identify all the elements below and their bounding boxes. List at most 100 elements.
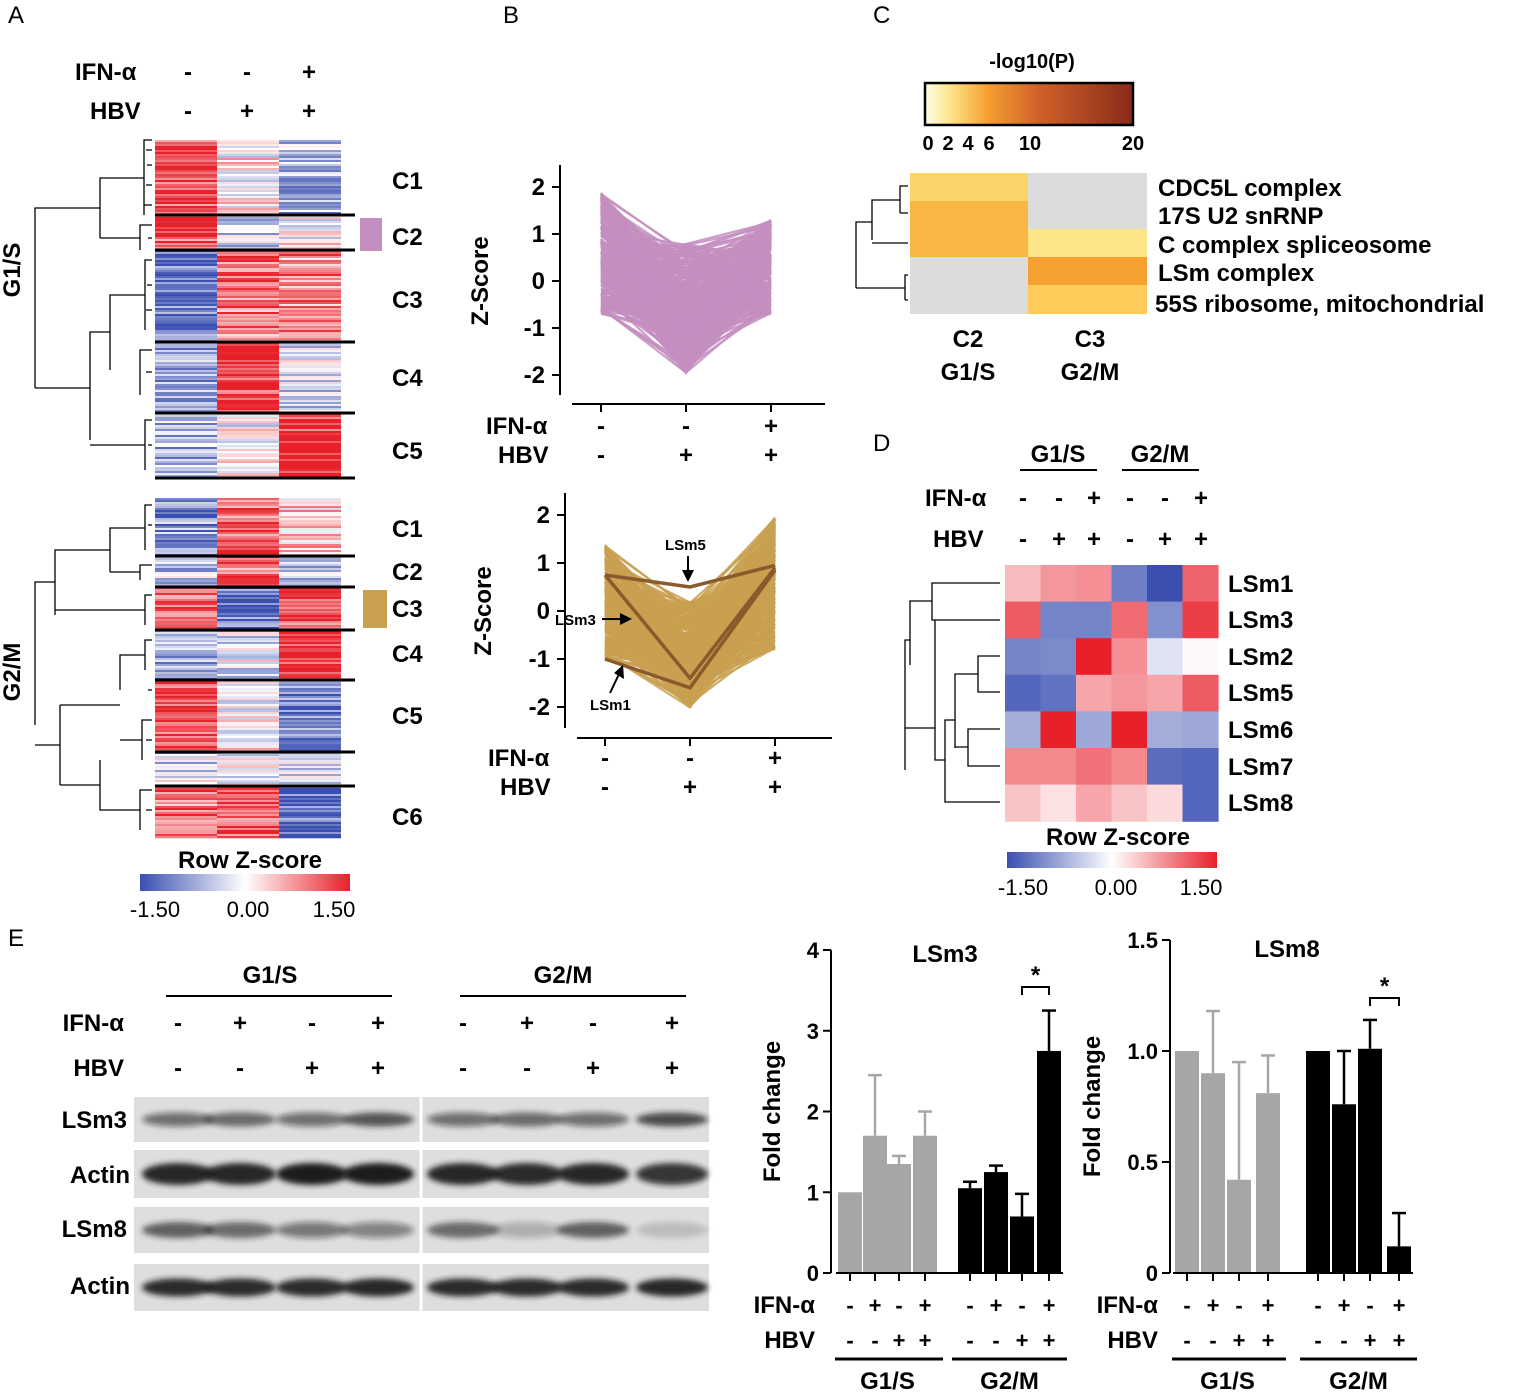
heatmap-cell (217, 504, 279, 507)
heatmap-cell (217, 788, 279, 791)
heatmap-cell (155, 144, 217, 147)
heatmap-cell (155, 453, 217, 456)
heatmap-cell (217, 453, 279, 456)
condition-sign: - (1161, 485, 1169, 512)
heatmap-cell (279, 528, 341, 531)
condition-sign: + (1087, 485, 1101, 512)
condition-sign: - (459, 1055, 467, 1082)
condition-sign: + (233, 1010, 247, 1037)
heatmap-cell (217, 376, 279, 379)
heatmap-cell (217, 332, 279, 335)
heatmap-cell (279, 560, 341, 563)
heatmap-cell (279, 461, 341, 464)
heatmap-cell (217, 516, 279, 519)
heatmap-cell (279, 611, 341, 614)
condition-sign: + (1158, 526, 1172, 553)
heatmap-cell (279, 662, 341, 665)
heatmap-cell (217, 534, 279, 537)
heatmap-cell (279, 698, 341, 701)
bar (913, 1135, 937, 1273)
heatmap-cell (1147, 674, 1184, 712)
heatmap-cell (217, 190, 279, 193)
heatmap-cell (217, 451, 279, 454)
heatmap-cell (155, 427, 217, 430)
heatmap-cell (217, 386, 279, 389)
heatmap-cell (217, 526, 279, 529)
heatmap-cell (217, 698, 279, 701)
heatmap-cell (279, 270, 341, 273)
heatmap-cell (155, 245, 217, 248)
heatmap-cell (217, 584, 279, 587)
heatmap-cell (279, 390, 341, 393)
heatmap-cell (1111, 748, 1148, 786)
heatmap-cell (279, 756, 341, 759)
heatmap-cell (279, 467, 341, 470)
heatmap-cell (279, 241, 341, 244)
heatmap-cell (155, 516, 217, 519)
heatmap-cell (279, 350, 341, 353)
heatmap-cell (217, 790, 279, 793)
heatmap-cell (217, 192, 279, 195)
heatmap-cell (217, 619, 279, 622)
legend-tick: 6 (983, 133, 994, 155)
heatmap-cell (155, 510, 217, 513)
heatmap-cell (155, 338, 217, 341)
heatmap-cell (217, 609, 279, 612)
panel-b-top-sign: - (682, 413, 690, 440)
heatmap-cell (155, 589, 217, 592)
heatmap-cell (279, 660, 341, 663)
y-tick-label: 1 (807, 1180, 819, 1205)
heatmap-cell (279, 382, 341, 385)
condition-sign: + (1016, 1328, 1029, 1353)
heatmap-cell (217, 772, 279, 775)
profile-line (604, 590, 776, 687)
heatmap-cell (217, 344, 279, 347)
heatmap-cell (279, 334, 341, 337)
heatmap-cell (217, 417, 279, 420)
go-term-label: 55S ribosome, mitochondrial (1155, 291, 1484, 318)
heatmap-cell (155, 302, 217, 305)
heatmap-cell (217, 348, 279, 351)
heatmap-cell (217, 298, 279, 301)
heatmap-cell (155, 668, 217, 671)
panel-d-heatmap-cells (1005, 565, 1219, 822)
heatmap-cell (155, 780, 217, 783)
heatmap-cell (279, 445, 341, 448)
heatmap-cell (279, 710, 341, 713)
heatmap-cell (279, 463, 341, 466)
heatmap-cell (155, 280, 217, 283)
gene-label: LSm6 (1228, 717, 1293, 744)
heatmap-cell (155, 648, 217, 651)
heatmap-cell (155, 304, 217, 307)
heatmap-cell (279, 172, 341, 175)
arrow (614, 665, 624, 679)
heatmap-cell (279, 164, 341, 167)
heatmap-cell (217, 642, 279, 645)
heatmap-cell (217, 200, 279, 203)
heatmap-cell (279, 578, 341, 581)
heatmap-cell (155, 712, 217, 715)
heatmap-cell (155, 690, 217, 693)
heatmap-cell (155, 217, 217, 220)
blot-hbv-label: HBV (73, 1055, 124, 1082)
gene-label: LSm5 (1228, 680, 1293, 707)
panel-a-hbv-label: HBV (90, 98, 141, 125)
heatmap-cell (155, 658, 217, 661)
blot-band (276, 1222, 348, 1238)
condition-sign: - (1183, 1293, 1190, 1318)
cluster-label: C1 (392, 168, 423, 195)
heatmap-cell (279, 532, 341, 535)
heatmap-cell (279, 714, 341, 717)
heatmap-cell (155, 421, 217, 424)
heatmap-cell (279, 810, 341, 813)
heatmap-cell (155, 330, 217, 333)
blot-band (636, 1278, 708, 1297)
heatmap-cell (279, 417, 341, 420)
heatmap-cell (279, 712, 341, 715)
heatmap-cell (217, 268, 279, 271)
heatmap-cell (279, 728, 341, 731)
heatmap-cell (279, 676, 341, 679)
heatmap-cell (1005, 711, 1042, 749)
heatmap-cell (217, 467, 279, 470)
